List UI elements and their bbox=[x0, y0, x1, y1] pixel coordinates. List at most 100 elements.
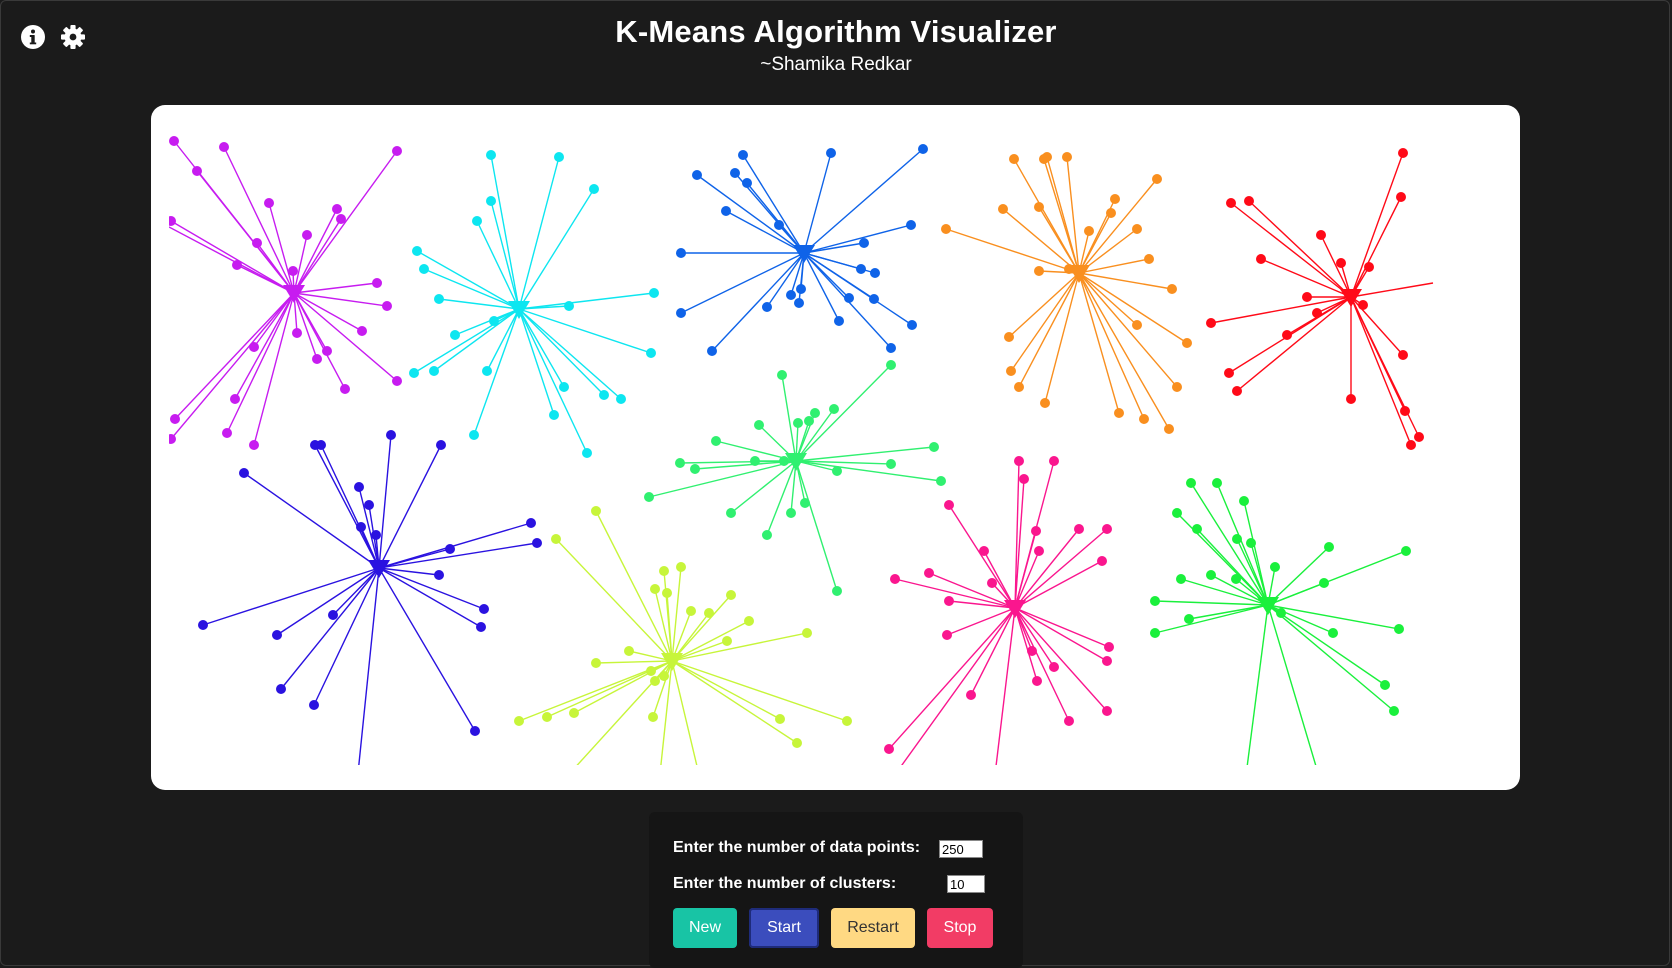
connector-line bbox=[1267, 582, 1325, 606]
connector-line bbox=[196, 170, 295, 294]
connector-line bbox=[1250, 542, 1269, 606]
data-point bbox=[1206, 318, 1216, 328]
data-points bbox=[169, 136, 1424, 754]
data-point bbox=[924, 568, 934, 578]
gear-icon[interactable] bbox=[60, 24, 86, 50]
connector-line bbox=[253, 292, 295, 348]
connector-line bbox=[790, 252, 805, 296]
data-point bbox=[450, 330, 460, 340]
connector-line bbox=[1210, 574, 1269, 606]
connector-line bbox=[711, 252, 805, 352]
data-point bbox=[429, 366, 439, 376]
connector-line bbox=[671, 660, 848, 722]
new-button[interactable]: New bbox=[673, 908, 737, 948]
data-point bbox=[742, 178, 752, 188]
connector-line bbox=[174, 292, 295, 420]
data-point bbox=[762, 302, 772, 312]
connector-line bbox=[1038, 206, 1080, 274]
data-point bbox=[1034, 202, 1044, 212]
connector-line bbox=[1014, 460, 1020, 609]
data-point bbox=[1206, 570, 1216, 580]
data-point bbox=[1316, 230, 1326, 240]
data-point bbox=[249, 440, 259, 450]
data-point bbox=[800, 498, 810, 508]
connector-line bbox=[1014, 550, 1040, 609]
data-point bbox=[364, 500, 374, 510]
connector-line bbox=[795, 364, 892, 462]
centroid-marker-9 bbox=[1004, 600, 1026, 618]
data-point bbox=[832, 586, 842, 596]
data-point bbox=[1104, 642, 1114, 652]
centroid-marker-7 bbox=[368, 560, 390, 578]
restart-button[interactable]: Restart bbox=[831, 908, 915, 948]
data-point bbox=[711, 436, 721, 446]
connector-line bbox=[725, 210, 805, 254]
stop-button[interactable]: Stop bbox=[927, 908, 993, 948]
connector-line bbox=[1014, 607, 1110, 648]
connector-line bbox=[1190, 482, 1269, 606]
connector-line bbox=[671, 594, 732, 662]
data-points-input[interactable] bbox=[939, 840, 983, 858]
connector-line bbox=[1078, 272, 1170, 430]
data-point bbox=[1006, 366, 1016, 376]
connector-line bbox=[781, 374, 797, 462]
data-point bbox=[476, 622, 486, 632]
connector-line bbox=[945, 228, 1080, 274]
data-point bbox=[382, 301, 392, 311]
data-point bbox=[1184, 614, 1194, 624]
connector-line bbox=[358, 486, 380, 569]
data-point bbox=[886, 343, 896, 353]
connector-line bbox=[730, 460, 797, 514]
clusters-input[interactable] bbox=[947, 875, 985, 893]
clusters-label: Enter the number of clusters: bbox=[673, 875, 897, 892]
visualizer-canvas[interactable] bbox=[151, 105, 1520, 790]
data-point bbox=[890, 574, 900, 584]
data-point bbox=[252, 238, 262, 248]
data-point bbox=[559, 382, 569, 392]
data-point bbox=[754, 420, 764, 430]
data-point bbox=[1014, 456, 1024, 466]
connector-line bbox=[1010, 272, 1080, 372]
data-point bbox=[230, 394, 240, 404]
data-point bbox=[470, 726, 480, 736]
connector-line bbox=[1044, 272, 1080, 404]
data-point bbox=[1380, 680, 1390, 690]
connector-line bbox=[795, 460, 942, 482]
start-button[interactable]: Start bbox=[749, 908, 819, 948]
connector-line bbox=[486, 308, 520, 372]
connector-line bbox=[358, 567, 380, 765]
connector-line bbox=[1014, 478, 1025, 609]
data-point bbox=[1336, 258, 1346, 268]
data-point bbox=[1074, 524, 1084, 534]
connector-line bbox=[671, 640, 728, 662]
connector-line bbox=[983, 550, 1016, 609]
data-point bbox=[292, 328, 302, 338]
connector-line bbox=[671, 660, 698, 765]
data-point bbox=[944, 596, 954, 606]
data-point bbox=[486, 150, 496, 160]
data-point bbox=[870, 268, 880, 278]
data-point bbox=[676, 562, 686, 572]
data-point bbox=[726, 508, 736, 518]
data-point bbox=[738, 150, 748, 160]
connector-line bbox=[948, 600, 1016, 609]
connector-line bbox=[1350, 152, 1404, 298]
connector-line bbox=[518, 308, 588, 454]
connector-line bbox=[803, 252, 913, 326]
data-point bbox=[659, 671, 669, 681]
data-point bbox=[944, 500, 954, 510]
connector-line bbox=[1243, 500, 1269, 606]
connector-line bbox=[1180, 578, 1269, 606]
data-point bbox=[1084, 226, 1094, 236]
connector-line bbox=[293, 292, 363, 332]
connector-line bbox=[1043, 158, 1080, 274]
data-point bbox=[1106, 208, 1116, 218]
data-point bbox=[707, 346, 717, 356]
data-point bbox=[392, 146, 402, 156]
data-point bbox=[762, 530, 772, 540]
connector-line bbox=[234, 292, 295, 400]
connector-line bbox=[268, 202, 295, 294]
connector-line bbox=[803, 224, 912, 254]
data-point bbox=[169, 434, 176, 444]
info-icon[interactable] bbox=[20, 24, 46, 50]
